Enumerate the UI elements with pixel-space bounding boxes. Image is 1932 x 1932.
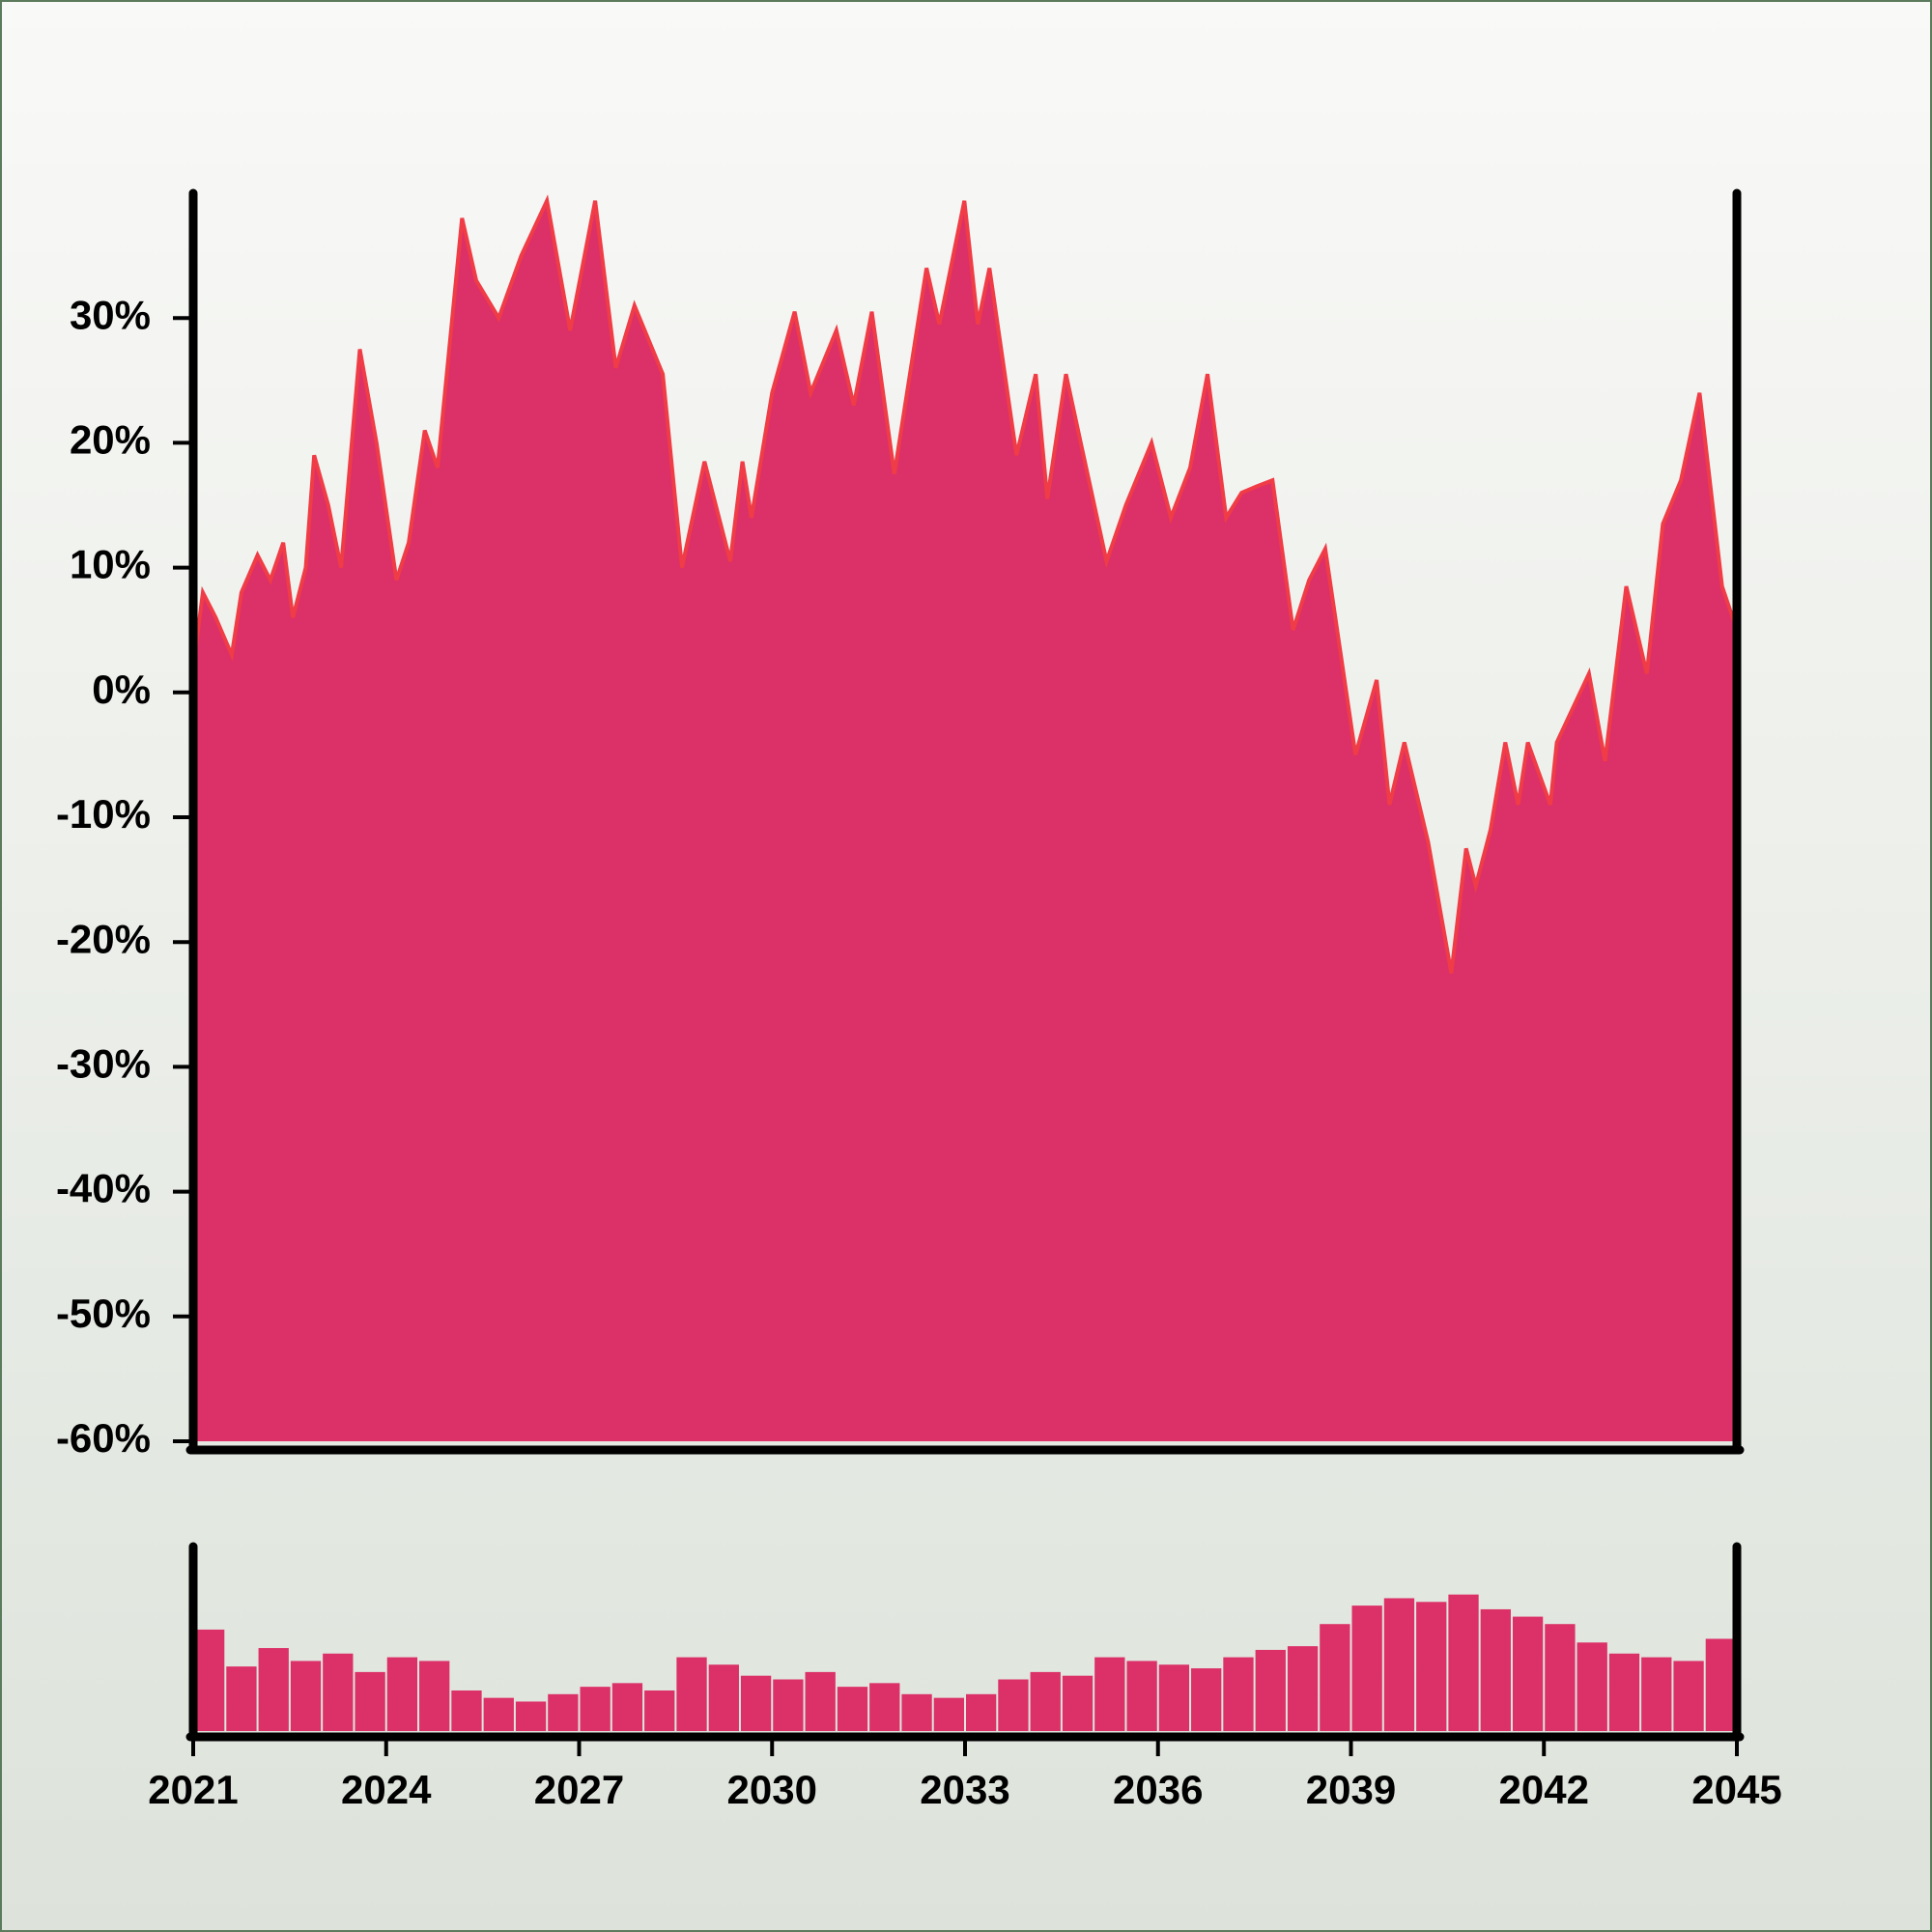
bar (869, 1683, 900, 1731)
bar (483, 1697, 514, 1731)
bar (805, 1671, 836, 1731)
bar (1416, 1602, 1447, 1731)
bar (451, 1690, 482, 1731)
x-tick-label: 2042 (1499, 1767, 1589, 1812)
bar (548, 1693, 579, 1731)
bar (1545, 1624, 1576, 1731)
bar (1512, 1616, 1544, 1731)
bar (1191, 1668, 1222, 1731)
x-tick-label: 2036 (1113, 1767, 1203, 1812)
bar (355, 1671, 385, 1731)
y-tick-label: -10% (56, 791, 151, 837)
bar (1126, 1661, 1157, 1731)
bar (1448, 1594, 1479, 1731)
bar (1608, 1653, 1640, 1731)
y-tick-label: -20% (56, 916, 151, 961)
area-fill (193, 200, 1737, 1441)
bar-panel: 2021 2024 2027 2030 2033 2036 2039 2042 2045 (148, 1542, 1782, 1812)
bar (1480, 1608, 1511, 1731)
y-tick-label: -50% (56, 1291, 151, 1336)
y-tick-label: 0% (92, 667, 151, 712)
bar (386, 1657, 418, 1731)
bar (290, 1661, 322, 1731)
bar (1673, 1661, 1704, 1731)
y-tick-label: -40% (56, 1166, 151, 1211)
bar (837, 1687, 868, 1731)
x-tick-label: 2024 (341, 1767, 432, 1812)
bar (676, 1657, 707, 1731)
bar (1641, 1657, 1672, 1731)
bar (708, 1664, 739, 1731)
bar (998, 1679, 1029, 1731)
bar (419, 1661, 450, 1731)
y-tick-label: 30% (70, 292, 151, 337)
x-tick-label: 2045 (1691, 1767, 1781, 1812)
bar (1062, 1675, 1094, 1731)
bar (258, 1648, 289, 1731)
area-line (191, 194, 1739, 974)
bar (1351, 1605, 1382, 1731)
bar (1255, 1649, 1286, 1731)
x-tick-label: 2027 (534, 1767, 624, 1812)
y-tick-label: -60% (56, 1415, 151, 1461)
bar (901, 1693, 932, 1731)
bar (1223, 1657, 1254, 1731)
x-tick-label: 2021 (148, 1767, 238, 1812)
bar (1320, 1624, 1350, 1731)
bar (1158, 1664, 1190, 1731)
bar (1030, 1671, 1061, 1731)
bar (194, 1629, 225, 1731)
y-tick-label: 20% (70, 416, 151, 462)
x-tick-label: 2033 (920, 1767, 1009, 1812)
bar (323, 1653, 354, 1731)
x-tick-label: 2030 (727, 1767, 817, 1812)
bar (226, 1666, 257, 1731)
bar (740, 1675, 772, 1731)
bar (1383, 1598, 1415, 1731)
bar (580, 1687, 611, 1731)
bar (966, 1693, 997, 1731)
x-tick-label: 2039 (1306, 1767, 1396, 1812)
bar (1705, 1638, 1736, 1731)
bar (1577, 1642, 1607, 1731)
bar (1094, 1657, 1125, 1731)
bar (611, 1683, 643, 1731)
bar (644, 1690, 675, 1731)
bar (933, 1697, 964, 1731)
main-panel: -60% -50% -40% -30% -20% -10% 0% 10% 20% 30% (56, 188, 1745, 1461)
bar (515, 1701, 547, 1731)
bar (1287, 1646, 1319, 1731)
bar (773, 1679, 804, 1731)
y-tick-label: -30% (56, 1040, 151, 1086)
y-tick-label: 10% (70, 542, 151, 587)
